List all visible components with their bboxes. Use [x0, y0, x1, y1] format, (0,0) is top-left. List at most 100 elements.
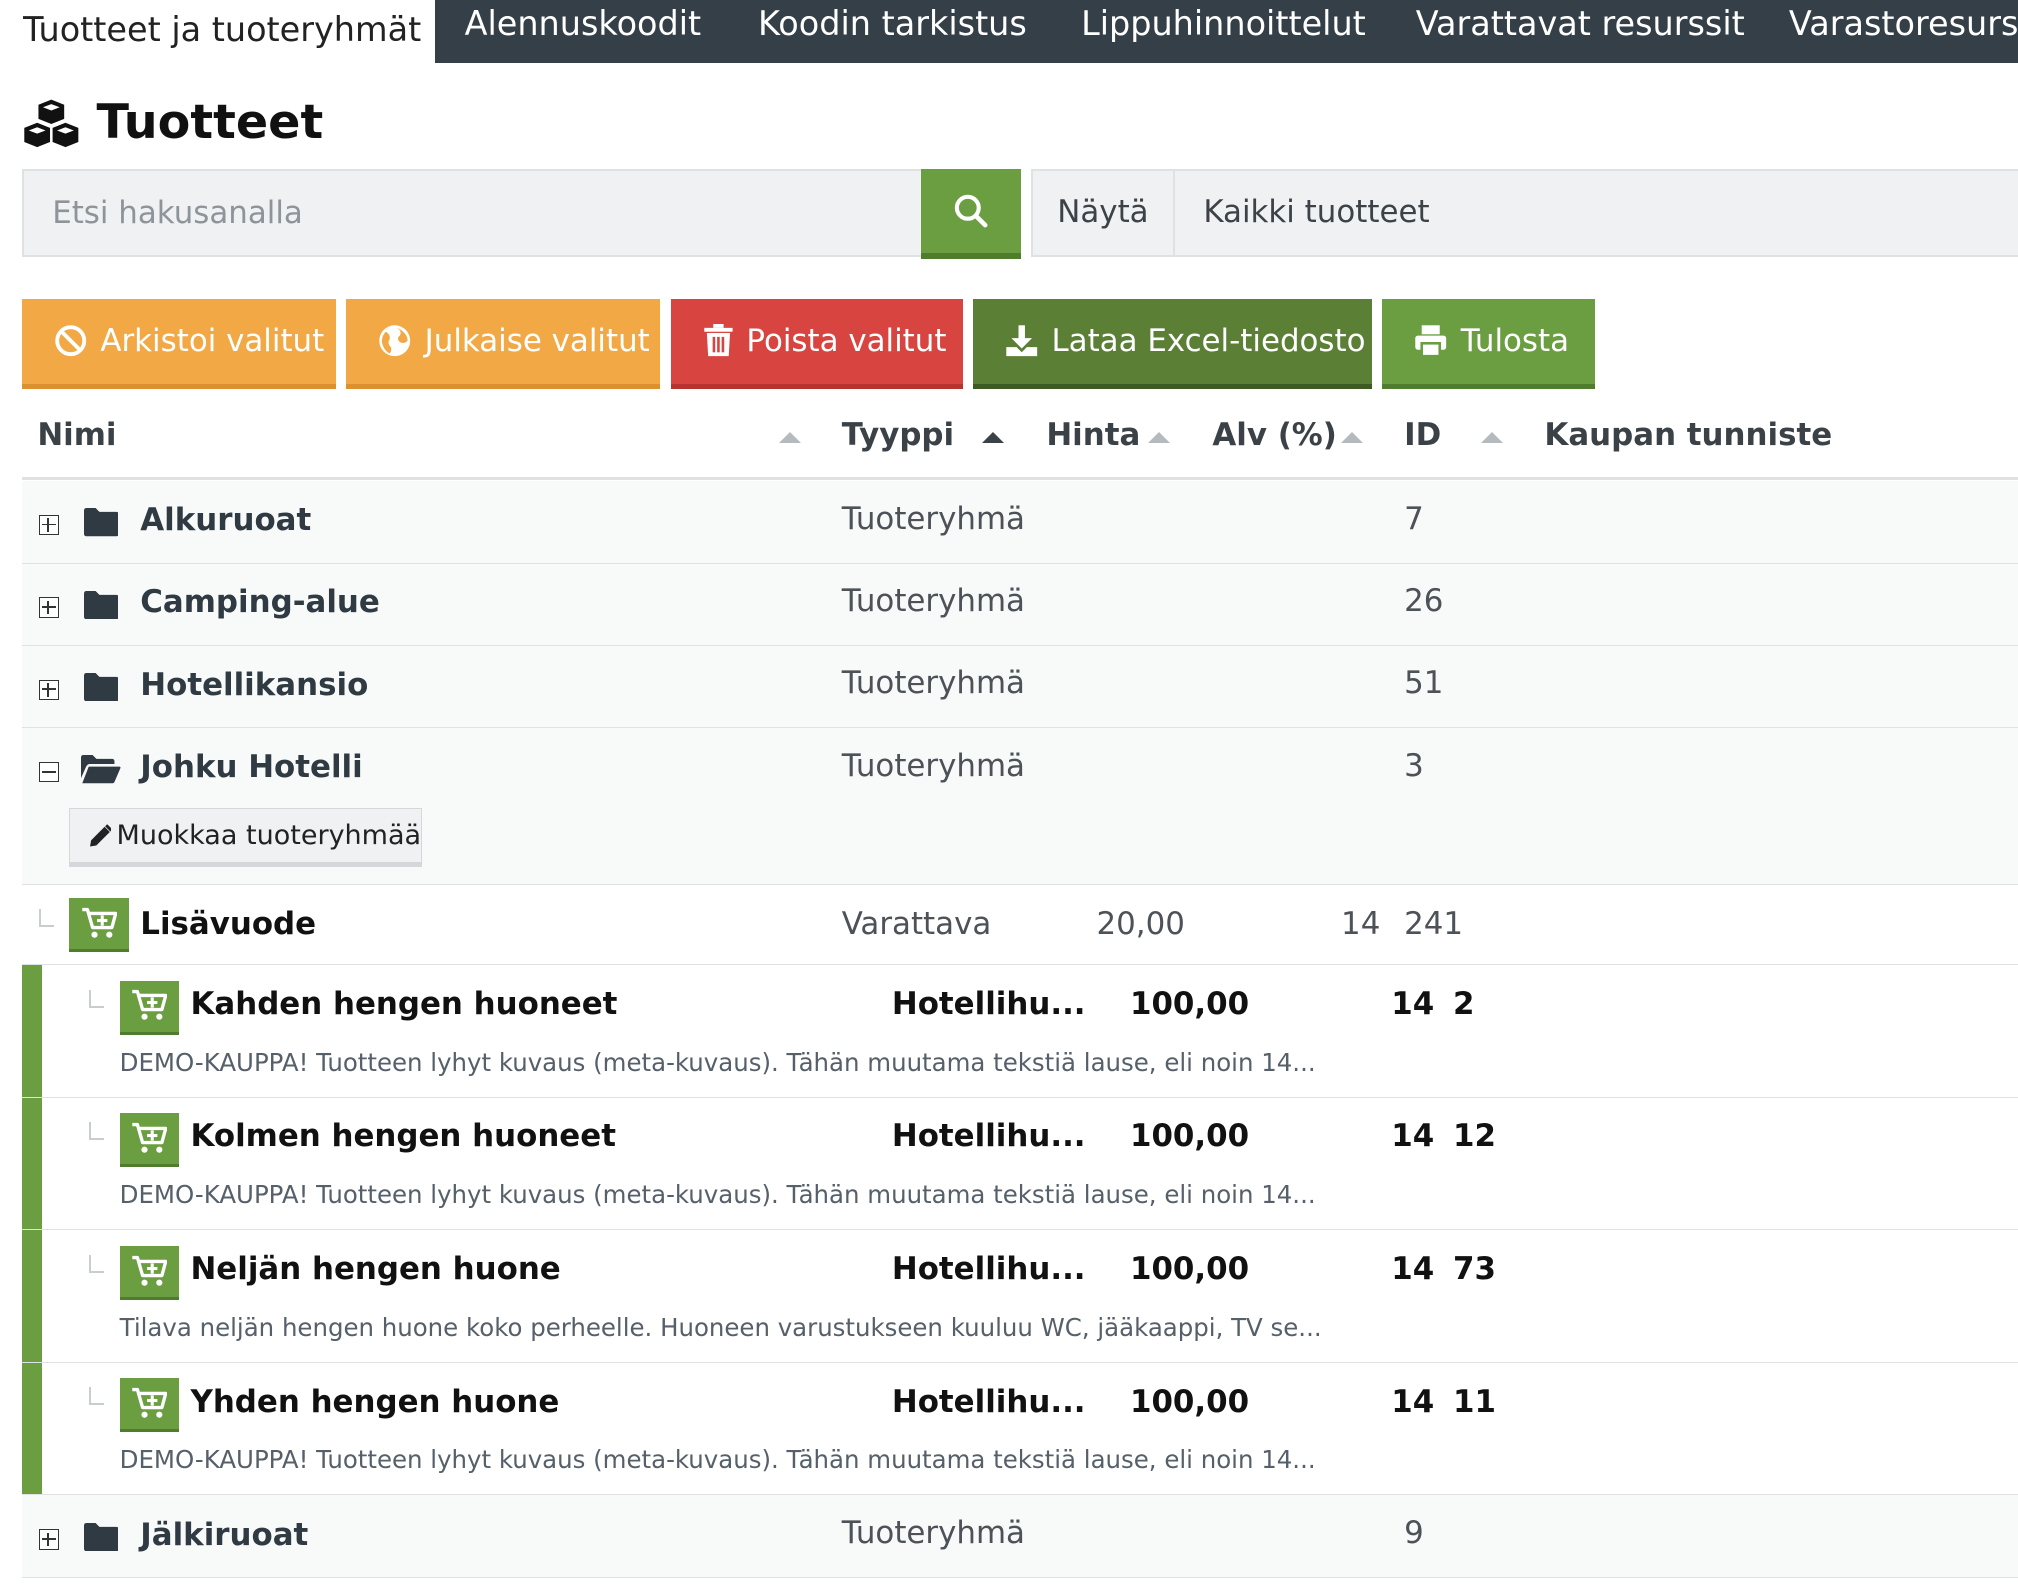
group-name[interactable]: Alkuruoat	[140, 501, 312, 538]
folder-icon	[83, 590, 119, 620]
column-price[interactable]: Hinta	[1046, 416, 1141, 453]
collapse-icon[interactable]	[38, 761, 60, 783]
cart-plus-icon	[132, 990, 168, 1021]
product-name[interactable]: Lisävuode	[140, 906, 317, 943]
group-id: 7	[1404, 500, 1424, 537]
cart-plus-icon	[132, 1255, 168, 1286]
sort-name-icon[interactable]	[778, 432, 801, 444]
product-name[interactable]: Kahden hengen huoneet	[190, 985, 618, 1022]
product-price: 100,00	[1129, 1383, 1250, 1420]
column-name[interactable]: Nimi	[37, 416, 117, 453]
trash-icon	[703, 324, 733, 357]
product-description: DEMO-KAUPPA! Tuotteen lyhyt kuvaus (meta…	[119, 1180, 1316, 1210]
delete-selected-button[interactable]: Poista valitut	[670, 298, 963, 389]
selected-indicator	[21, 1230, 43, 1362]
product-icon	[119, 1378, 179, 1433]
tab-bookable-resources[interactable]: Varattavat resurssit	[1415, 4, 1745, 43]
tab-stock-resources[interactable]: Varastoresurssit	[1788, 4, 2018, 43]
page-heading: Tuotteet	[96, 94, 324, 150]
expand-icon[interactable]	[38, 679, 60, 701]
product-name[interactable]: Yhden hengen huone	[190, 1383, 560, 1420]
tree-connector	[88, 1387, 105, 1406]
group-type: Tuoteryhmä	[841, 1514, 1025, 1551]
product-type: Hotellihu...	[891, 1250, 1086, 1287]
group-name[interactable]: Camping-alue	[140, 584, 380, 621]
product-price: 20,00	[1096, 906, 1185, 943]
tab-discount-codes[interactable]: Alennuskoodit	[464, 4, 702, 43]
tab-products-and-groups[interactable]: Tuotteet ja tuoteryhmät	[0, 0, 435, 64]
column-id[interactable]: ID	[1404, 416, 1442, 453]
tab-ticket-pricing[interactable]: Lippuhinnoittelut	[1081, 4, 1366, 43]
sort-id-icon[interactable]	[1481, 432, 1504, 444]
group-name[interactable]: Hotellikansio	[140, 666, 369, 703]
product-name[interactable]: Neljän hengen huone	[190, 1250, 561, 1287]
page-title: Tuotteet	[23, 90, 323, 154]
search-input[interactable]	[21, 168, 922, 258]
edit-product-group-button[interactable]: Muokkaa tuoteryhmää	[69, 808, 423, 868]
product-icon	[119, 980, 179, 1035]
filter-label: Näytä	[1030, 168, 1176, 258]
selected-indicator	[21, 1362, 43, 1495]
group-id: 3	[1404, 747, 1424, 784]
group-type: Tuoteryhmä	[841, 583, 1025, 619]
column-vat[interactable]: Alv (%)	[1212, 416, 1337, 453]
download-excel-button[interactable]: Lataa Excel-tiedosto	[972, 298, 1372, 389]
product-type: Hotellihu...	[891, 1118, 1086, 1155]
table-row[interactable]: Neljän hengen huone Hotellihu... 100,00 …	[21, 1230, 2018, 1363]
table-row[interactable]: Kolmen hengen huoneet Hotellihu... 100,0…	[21, 1097, 2018, 1231]
group-name[interactable]: Johku Hotelli	[140, 749, 363, 786]
publish-selected-button[interactable]: Julkaise valitut	[346, 298, 661, 389]
group-type: Tuoteryhmä	[841, 665, 1025, 702]
expand-icon[interactable]	[38, 514, 60, 536]
sort-vat-icon[interactable]	[1341, 432, 1364, 444]
table-row[interactable]: Alkuruoat Tuoteryhmä 7	[21, 481, 2018, 564]
folder-open-icon	[81, 755, 121, 784]
product-name[interactable]: Kolmen hengen huoneet	[190, 1118, 616, 1155]
product-vat: 14	[1341, 906, 1381, 943]
product-description: DEMO-KAUPPA! Tuotteen lyhyt kuvaus (meta…	[119, 1445, 1316, 1475]
product-description: DEMO-KAUPPA! Tuotteen lyhyt kuvaus (meta…	[119, 1047, 1316, 1077]
table-row[interactable]: Camping-alue Tuoteryhmä 26	[21, 563, 2018, 647]
product-id: 2	[1453, 985, 1475, 1022]
group-type: Tuoteryhmä	[841, 500, 1025, 537]
table-row[interactable]: Lisävuode Varattava 20,00 14 241	[21, 885, 2018, 966]
product-price: 100,00	[1129, 1250, 1250, 1287]
print-button[interactable]: Tulosta	[1382, 298, 1595, 389]
search-icon	[954, 194, 988, 228]
expand-icon[interactable]	[38, 1528, 60, 1550]
product-filter-select[interactable]: Kaikki tuotteet	[1175, 168, 2018, 258]
tree-connector	[88, 1254, 105, 1273]
download-excel-label: Lataa Excel-tiedosto	[1051, 323, 1366, 360]
archive-selected-button[interactable]: Arkistoi valitut	[21, 298, 336, 389]
tab-code-check[interactable]: Koodin tarkistus	[758, 4, 1027, 43]
group-id: 51	[1404, 665, 1444, 702]
sort-price-icon[interactable]	[1148, 432, 1170, 444]
table-row[interactable]: Yhden hengen huone Hotellihu... 100,00 1…	[21, 1362, 2018, 1496]
ban-icon	[55, 325, 87, 357]
expand-icon[interactable]	[38, 597, 60, 618]
tree-connector	[38, 908, 55, 927]
group-name[interactable]: Jälkiruoat	[140, 1517, 309, 1554]
table-row[interactable]: Hotellikansio Tuoteryhmä 51	[21, 646, 2018, 729]
table-row-expanded[interactable]: Johku Hotelli Tuoteryhmä 3 Muokkaa tuote…	[21, 728, 2018, 886]
table-row[interactable]: Kahden hengen huoneet Hotellihu... 100,0…	[21, 965, 2018, 1098]
group-id: 26	[1404, 583, 1444, 619]
column-store-id[interactable]: Kaupan tunniste	[1544, 416, 1833, 453]
column-type[interactable]: Tyyppi	[841, 416, 955, 453]
cubes-icon	[24, 99, 79, 147]
group-type: Tuoteryhmä	[841, 747, 1025, 784]
product-id: 241	[1404, 906, 1464, 943]
search-button[interactable]	[921, 168, 1021, 259]
product-type: Varattava	[841, 906, 992, 943]
cart-plus-icon	[132, 1122, 168, 1153]
cart-plus-icon	[82, 908, 118, 938]
sort-type-icon[interactable]	[981, 432, 1004, 444]
product-id: 11	[1453, 1383, 1496, 1420]
pencil-icon	[89, 823, 112, 847]
folder-icon	[83, 1522, 119, 1551]
product-price: 100,00	[1129, 1118, 1250, 1155]
folder-icon	[83, 673, 119, 702]
print-icon	[1415, 325, 1447, 358]
table-row[interactable]: Jälkiruoat Tuoteryhmä 9	[21, 1495, 2018, 1578]
top-tab-bar: Tuotteet ja tuoteryhmät Alennuskoodit Ko…	[0, 0, 2018, 64]
